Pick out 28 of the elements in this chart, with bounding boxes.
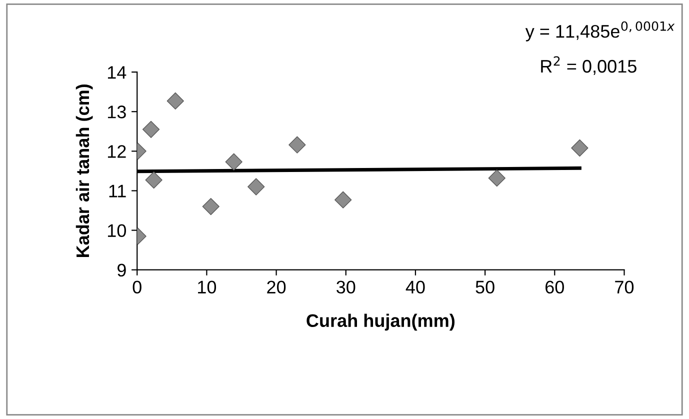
x-tick-label: 60 <box>546 280 564 294</box>
annotation: R$^{2}$ = 0,0015 <box>541 56 636 75</box>
point <box>288 136 306 154</box>
y-tick-label: 13 <box>108 106 126 118</box>
y-tick-label: 12 <box>108 145 126 158</box>
point <box>225 153 242 170</box>
y-tick-label: 9 <box>118 264 126 277</box>
point <box>248 178 265 196</box>
y-tick-label: 10 <box>108 224 126 237</box>
x-tick-label: 10 <box>198 280 216 294</box>
y-tick-label: 14 <box>108 66 126 79</box>
x-tick-label: 40 <box>406 280 425 294</box>
x-axis-title: Curah hujan(mm) <box>306 314 455 331</box>
y-tick-label: 11 <box>109 184 126 198</box>
x-tick-label: 70 <box>615 280 634 294</box>
x-tick-label: 30 <box>336 280 356 294</box>
x-tick-label: 20 <box>267 280 286 294</box>
text: y = 11,485e$^{0,0001x}$ <box>525 21 675 42</box>
point <box>166 92 184 110</box>
point <box>334 191 352 208</box>
y-axis-title: Kadar air tanah (cm) <box>76 84 93 258</box>
point <box>488 170 506 187</box>
point <box>202 198 220 216</box>
x-tick-label: 50 <box>476 280 494 294</box>
point <box>571 139 588 157</box>
x-tick-label: 0 <box>132 280 142 294</box>
point <box>142 120 160 138</box>
point <box>145 171 162 189</box>
